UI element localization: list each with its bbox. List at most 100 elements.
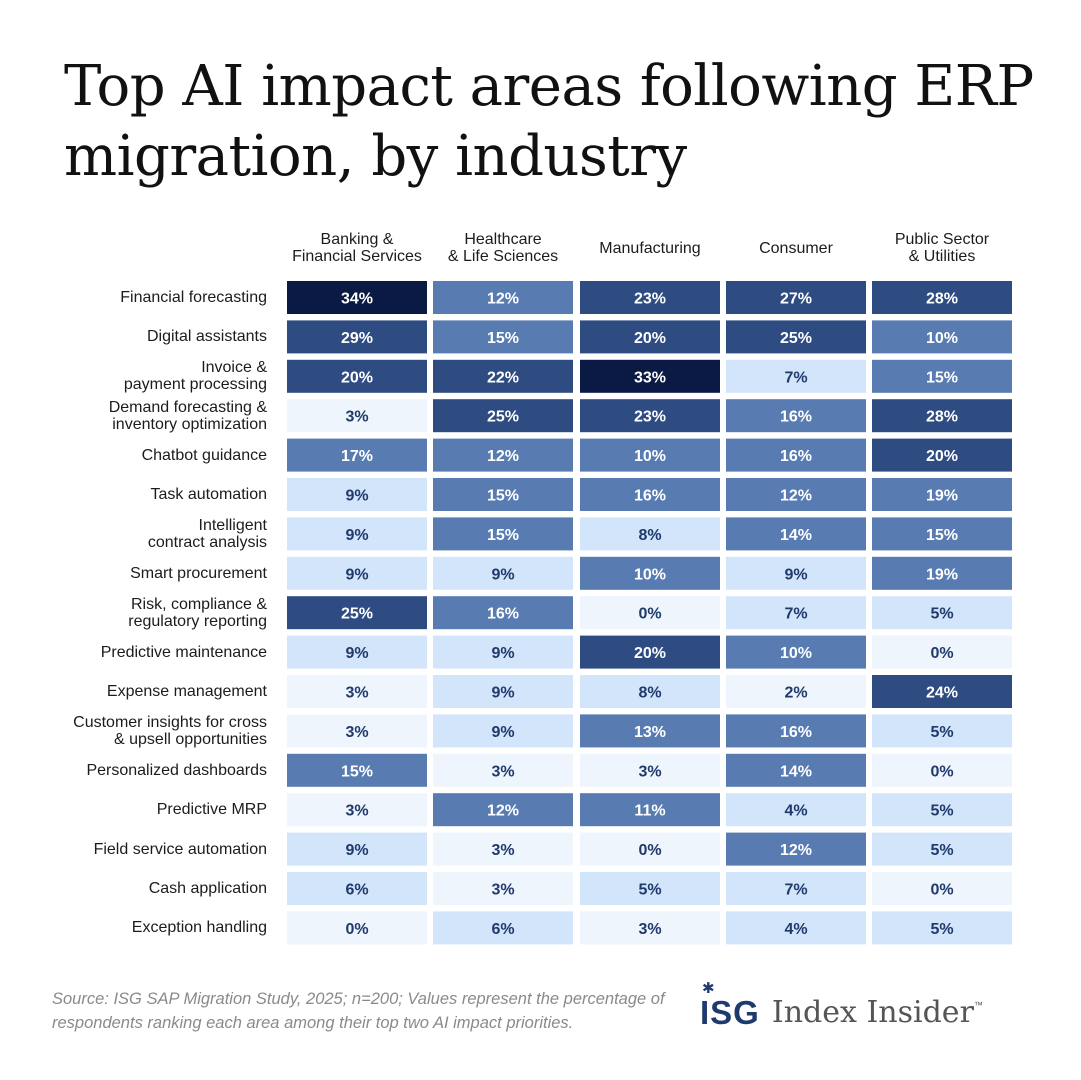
cell-value-label: 9% bbox=[345, 842, 368, 859]
heatmap-cell bbox=[872, 359, 1012, 393]
heatmap-cell bbox=[726, 596, 866, 630]
row-label: Cash application bbox=[148, 880, 267, 897]
asterisk-icon: ✱ bbox=[702, 980, 716, 997]
heatmap-cell bbox=[872, 320, 1012, 354]
column-header: Manufacturing bbox=[599, 239, 701, 257]
cell-value-label: 0% bbox=[930, 882, 953, 899]
heatmap-cell bbox=[287, 596, 427, 630]
heatmap-cell bbox=[433, 793, 573, 827]
isg-mark: ✱ ISG bbox=[700, 981, 760, 1034]
cell-value-label: 15% bbox=[926, 369, 958, 386]
cell-value-label: 3% bbox=[638, 763, 661, 780]
heatmap-cell bbox=[287, 872, 427, 905]
heatmap-cell bbox=[872, 753, 1012, 787]
heatmap-cell bbox=[726, 359, 866, 393]
heatmap-cell bbox=[580, 596, 720, 630]
cell-value-label: 23% bbox=[634, 409, 666, 426]
heatmap-cell bbox=[287, 911, 427, 945]
cell-value-label: 15% bbox=[487, 488, 519, 505]
heatmap-cell bbox=[287, 478, 427, 511]
heatmap-cell bbox=[433, 714, 573, 748]
cell-value-label: 9% bbox=[345, 566, 368, 583]
heatmap-cell bbox=[433, 675, 573, 708]
heatmap-cell bbox=[433, 753, 573, 787]
heatmap-cell bbox=[726, 635, 866, 669]
cell-value-label: 25% bbox=[780, 330, 812, 347]
heatmap-cell bbox=[726, 793, 866, 827]
cell-value-label: 3% bbox=[345, 724, 368, 741]
cell-value-label: 23% bbox=[634, 291, 666, 308]
heatmap-cell bbox=[433, 281, 573, 314]
cell-value-label: 5% bbox=[638, 882, 661, 899]
cell-value-label: 3% bbox=[491, 763, 514, 780]
cell-value-label: 9% bbox=[345, 488, 368, 505]
cell-value-label: 10% bbox=[780, 645, 812, 662]
cell-value-label: 17% bbox=[341, 448, 373, 465]
row-label: Personalized dashboards bbox=[86, 761, 267, 779]
cell-value-label: 15% bbox=[341, 763, 373, 780]
cell-value-label: 0% bbox=[345, 921, 368, 938]
row-label: Invoice & payment processing bbox=[123, 359, 267, 394]
cell-value-label: 12% bbox=[780, 488, 812, 505]
heatmap-cell bbox=[580, 399, 720, 433]
cell-value-label: 5% bbox=[930, 724, 953, 741]
cell-value-label: 15% bbox=[926, 527, 958, 544]
row-label: Expense management bbox=[106, 683, 267, 700]
heatmap-cell bbox=[872, 793, 1012, 827]
cell-value-label: 19% bbox=[926, 566, 958, 583]
cell-value-label: 0% bbox=[930, 763, 953, 780]
heatmap-cell bbox=[726, 320, 866, 354]
heatmap-cell bbox=[433, 872, 573, 905]
heatmap-cell bbox=[872, 517, 1012, 551]
heatmap-cell bbox=[580, 872, 720, 905]
cell-value-label: 7% bbox=[784, 882, 807, 899]
heatmap-cell bbox=[287, 556, 427, 590]
cell-value-label: 15% bbox=[487, 527, 519, 544]
cell-value-label: 12% bbox=[487, 448, 519, 465]
heatmap-cell bbox=[433, 556, 573, 590]
heatmap-cell bbox=[287, 753, 427, 787]
heatmap-cell bbox=[872, 438, 1012, 472]
column-header: Healthcare & Life Sciences bbox=[447, 231, 559, 265]
cell-value-label: 22% bbox=[487, 369, 519, 386]
cell-value-label: 16% bbox=[780, 448, 812, 465]
cell-value-label: 3% bbox=[491, 882, 514, 899]
cell-value-label: 33% bbox=[634, 369, 666, 386]
heatmap-cell bbox=[872, 478, 1012, 511]
cell-value-label: 27% bbox=[780, 291, 812, 308]
heatmap-cell bbox=[580, 714, 720, 748]
cell-value-label: 28% bbox=[926, 409, 958, 426]
cell-value-label: 11% bbox=[634, 803, 665, 820]
cell-value-label: 12% bbox=[487, 803, 519, 820]
heatmap-cell bbox=[726, 281, 866, 314]
heatmap-cell bbox=[433, 832, 573, 866]
cell-value-label: 6% bbox=[345, 882, 368, 899]
row-label: Field service automation bbox=[93, 840, 267, 858]
trademark-symbol: ™ bbox=[973, 1000, 983, 1010]
cell-value-label: 29% bbox=[341, 330, 373, 347]
heatmap-cell bbox=[433, 517, 573, 551]
chart-title: Top AI impact areas following ERP migrat… bbox=[64, 54, 1034, 189]
cell-value-label: 9% bbox=[345, 527, 368, 544]
column-header: Banking & Financial Services bbox=[292, 231, 422, 265]
cell-value-label: 12% bbox=[487, 291, 519, 308]
heatmap-cell bbox=[726, 872, 866, 905]
heatmap-cell bbox=[580, 753, 720, 787]
cell-value-label: 3% bbox=[491, 842, 514, 859]
cell-value-label: 7% bbox=[784, 606, 807, 623]
heatmap-cell bbox=[872, 596, 1012, 630]
isg-mark-text: ISG bbox=[700, 994, 760, 1031]
column-header: Public Sector & Utilities bbox=[894, 231, 990, 265]
cell-value-label: 8% bbox=[638, 527, 661, 544]
cell-value-label: 15% bbox=[487, 330, 519, 347]
heatmap-cell bbox=[872, 714, 1012, 748]
heatmap-cell bbox=[580, 359, 720, 393]
cell-value-label: 5% bbox=[930, 803, 953, 820]
row-label: Customer insights for cross & upsell opp… bbox=[73, 713, 267, 748]
row-label: Financial forecasting bbox=[120, 289, 267, 306]
heatmap-cell bbox=[287, 359, 427, 393]
heatmap-cell bbox=[433, 596, 573, 630]
cell-value-label: 16% bbox=[634, 488, 666, 505]
heatmap-cell bbox=[287, 793, 427, 827]
heatmap-cell bbox=[726, 517, 866, 551]
